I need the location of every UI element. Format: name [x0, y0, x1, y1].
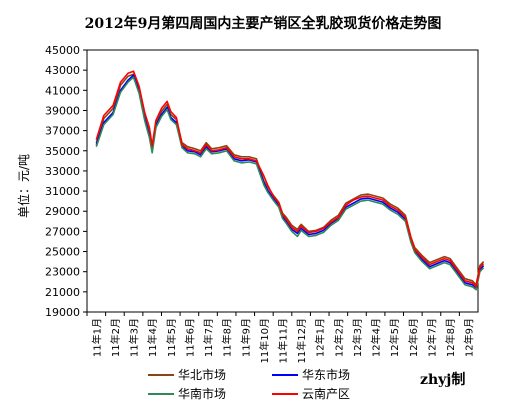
x-tick-label: 12年3月 [351, 318, 364, 357]
y-tick-label: 45000 [45, 44, 80, 57]
x-tick-label: 11年6月 [183, 318, 196, 357]
x-tick-label: 12年8月 [444, 318, 457, 357]
series-line-2 [95, 74, 485, 289]
x-tick-label: 11年10月 [258, 318, 271, 363]
y-tick-label: 27000 [45, 225, 80, 238]
y-tick-label: 31000 [45, 185, 80, 198]
x-tick-label: 11年5月 [165, 318, 178, 357]
x-tick-label: 11年2月 [109, 318, 122, 357]
y-axis-label: 单位：元/吨 [16, 154, 31, 218]
series-lines [95, 70, 485, 291]
x-tick-label: 11年1月 [90, 318, 103, 357]
x-tick-label: 12年9月 [463, 318, 476, 357]
x-tick-label: 11年4月 [146, 318, 159, 357]
series-line-3 [95, 76, 485, 291]
y-tick-label: 29000 [45, 205, 80, 218]
x-tick-label: 12年5月 [388, 318, 401, 357]
chart-title: 2012年9月第四周国内主要产销区全乳胶现货价格走势图 [85, 15, 442, 32]
y-tick-label: 35000 [45, 145, 80, 158]
legend-label: 华南市场 [178, 386, 226, 401]
y-tick-label: 19000 [45, 306, 80, 319]
y-tick-label: 21000 [45, 286, 80, 299]
series-line-4 [95, 70, 485, 288]
x-tick-label: 12年1月 [314, 318, 327, 357]
y-tick-label: 37000 [45, 125, 80, 138]
series-line-1 [95, 73, 485, 286]
x-tick-label: 11年7月 [202, 318, 215, 357]
y-axis-ticks: 19000 21000 23000 25000 27000 29000 31000 33000… [45, 44, 87, 319]
y-tick-label: 43000 [45, 64, 80, 77]
x-tick-label: 11年3月 [128, 318, 141, 357]
x-tick-label: 12年4月 [370, 318, 383, 357]
x-tick-label: 11年12月 [295, 318, 308, 363]
x-tick-label: 11年8月 [221, 318, 234, 357]
x-tick-label: 12年6月 [407, 318, 420, 357]
x-tick-label: 11年11月 [277, 318, 290, 363]
legend-label: 云南产区 [302, 386, 350, 401]
legend-label: 华北市场 [178, 367, 226, 382]
plot-area [86, 49, 479, 313]
plot-border [86, 49, 479, 313]
y-tick-label: 23000 [45, 266, 80, 279]
legend-label: 华东市场 [302, 367, 350, 382]
y-tick-label: 41000 [45, 84, 80, 97]
x-tick-label: 12年7月 [425, 318, 438, 357]
y-tick-label: 39000 [45, 104, 80, 117]
x-tick-label: 11年9月 [239, 318, 252, 357]
x-axis-ticks: 11年1月 11年2月 11年3月 11年4月 11年5月 11年6月 11年7月 11年8月… [86, 312, 476, 363]
y-tick-label: 33000 [45, 165, 80, 178]
y-tick-label: 25000 [45, 246, 80, 259]
x-tick-label: 12年2月 [332, 318, 345, 357]
author-note: zhyj制 [420, 371, 465, 388]
